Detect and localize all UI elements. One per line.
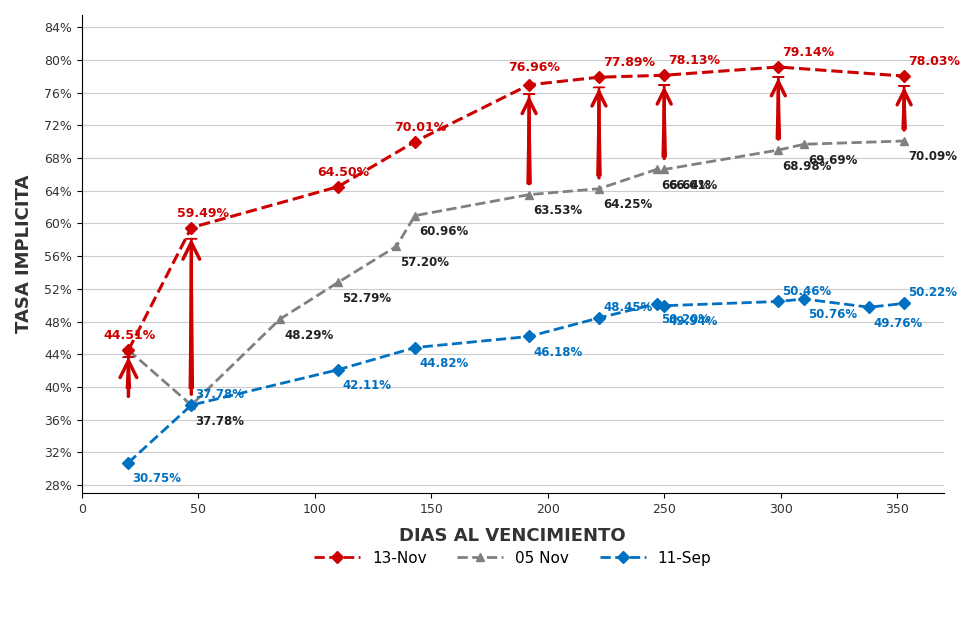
Legend: 13-Nov, 05 Nov, 11-Sep: 13-Nov, 05 Nov, 11-Sep	[308, 544, 717, 572]
Text: 44.82%: 44.82%	[419, 357, 468, 370]
Text: 78.13%: 78.13%	[668, 54, 720, 67]
Text: 46.18%: 46.18%	[533, 346, 582, 359]
Text: 37.78%: 37.78%	[195, 415, 244, 428]
Text: 48.29%: 48.29%	[284, 329, 333, 342]
Text: 78.03%: 78.03%	[908, 55, 960, 68]
Text: 30.75%: 30.75%	[132, 472, 181, 485]
Text: 42.11%: 42.11%	[342, 379, 391, 392]
Text: 76.96%: 76.96%	[509, 61, 561, 74]
Text: 44.51%: 44.51%	[104, 329, 156, 342]
Text: 57.20%: 57.20%	[401, 256, 450, 269]
Y-axis label: TASA IMPLICITA: TASA IMPLICITA	[15, 175, 33, 333]
X-axis label: DIAS AL VENCIMIENTO: DIAS AL VENCIMIENTO	[400, 527, 626, 545]
Text: 49.94%: 49.94%	[668, 315, 717, 328]
Text: 68.98%: 68.98%	[782, 160, 832, 173]
Text: 50.20%: 50.20%	[662, 313, 710, 326]
Text: 70.01%: 70.01%	[394, 120, 446, 133]
Text: 63.53%: 63.53%	[533, 204, 582, 217]
Text: 50.22%: 50.22%	[908, 286, 957, 299]
Text: 64.50%: 64.50%	[318, 165, 369, 178]
Text: 66.61%: 66.61%	[668, 179, 717, 192]
Text: 79.14%: 79.14%	[782, 46, 835, 59]
Text: 52.79%: 52.79%	[342, 292, 391, 305]
Text: 48.45%: 48.45%	[603, 301, 653, 314]
Text: 69.69%: 69.69%	[808, 154, 858, 167]
Text: 70.09%: 70.09%	[908, 151, 957, 164]
Text: 49.76%: 49.76%	[873, 317, 922, 329]
Text: 77.89%: 77.89%	[603, 56, 656, 69]
Text: 64.25%: 64.25%	[603, 198, 653, 211]
Text: 59.49%: 59.49%	[177, 207, 229, 220]
Text: 60.96%: 60.96%	[419, 225, 468, 238]
Text: 66.64%: 66.64%	[662, 179, 710, 192]
Text: 37.78%: 37.78%	[195, 388, 244, 401]
Text: 50.46%: 50.46%	[782, 284, 832, 297]
Text: 50.76%: 50.76%	[808, 308, 858, 321]
